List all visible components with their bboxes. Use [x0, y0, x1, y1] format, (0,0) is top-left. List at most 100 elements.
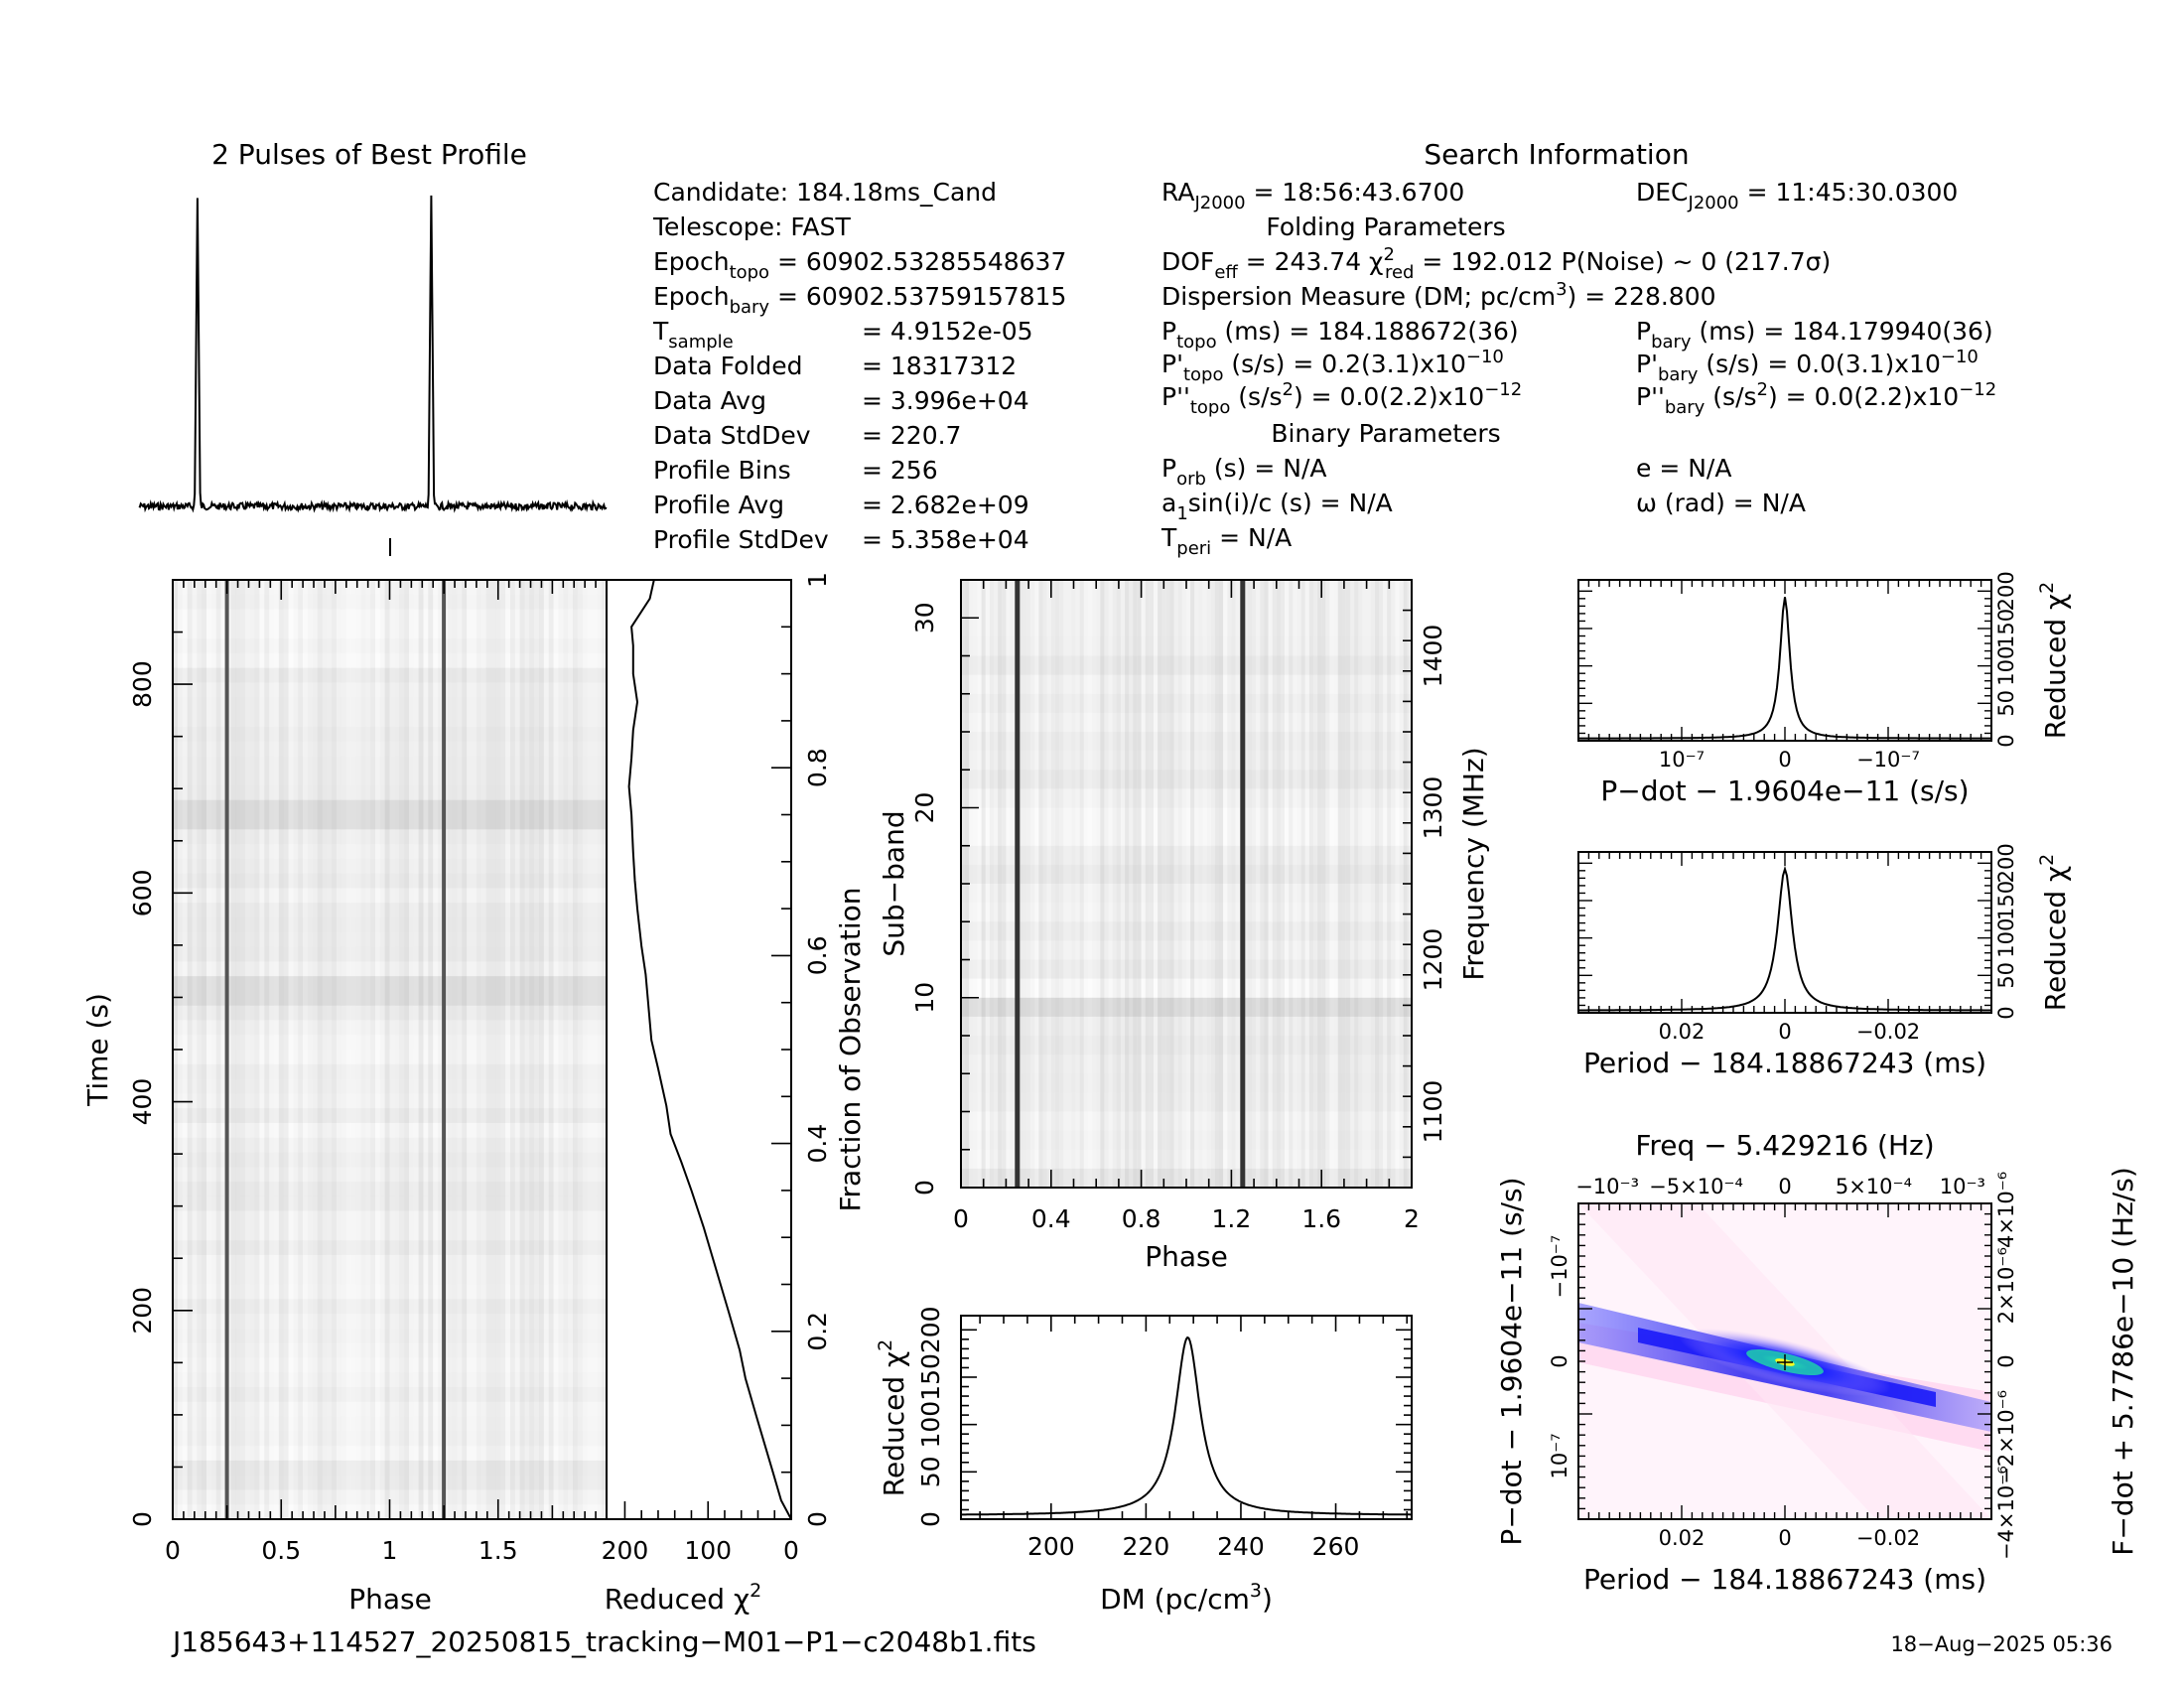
tp-ytick-label: 600	[128, 869, 157, 916]
curve-xtick-label: 0.02	[1659, 1020, 1706, 1044]
curve-ytick-label: 50	[1994, 690, 2018, 717]
period-xlabel: Period − 184.18867243 (ms)	[1583, 1047, 1986, 1079]
curve-ytick-label: 200	[1994, 571, 2018, 611]
info-column-left: Candidate: 184.18ms_Cand Telescope: FAST E…	[652, 178, 1066, 554]
folding-title: Folding Parameters	[1266, 212, 1505, 241]
chi2-time-xlabel: Reduced χ2	[605, 1580, 762, 1616]
dm-curve	[961, 1336, 1412, 1516]
ppdot-panel: Freq − 5.429216 (Hz) 0.02 0 −0.02 −10⁻³ −5×1…	[1495, 1129, 2139, 1596]
ppdot-toptick-label: −10⁻³	[1575, 1175, 1639, 1198]
info-dec: DECJ2000 = 11:45:30.0300	[1636, 178, 1958, 213]
time-phase-panel: 0 0.5 1 1.5 0 200 400 600 800 Phase Time (s)	[81, 579, 608, 1616]
curve-ytick-label: 50	[1994, 962, 2018, 989]
info-line: Candidate: 184.18ms_Cand	[653, 178, 997, 207]
pulse-track	[1015, 580, 1021, 1188]
curve-ytick-label: 200	[1994, 843, 2018, 883]
pdot-xlabel: P−dot − 1.9604e−11 (s/s)	[1600, 774, 1969, 807]
subband-xlabel: Phase	[1145, 1240, 1228, 1273]
profile-panel: 2 Pulses of Best Profile	[138, 138, 608, 556]
chi2-time-ytick-label: 0.2	[803, 1312, 832, 1351]
tp-xtick-label: 0	[165, 1536, 181, 1565]
info-line: Epochtopo = 60902.53285548637	[653, 247, 1066, 283]
dm-xtick-label: 240	[1217, 1532, 1265, 1561]
ppdot-toptick-label: 10⁻³	[1940, 1175, 1985, 1198]
sb-xtick-label: 0	[953, 1204, 969, 1233]
sb-freq-label: 1400	[1419, 625, 1447, 688]
footer-filename: J185643+114527_20250815_tracking−M01−P1−…	[171, 1625, 1036, 1658]
sb-ytick-label: 0	[910, 1180, 939, 1196]
chi2-time-ylabel: Fraction of Observation	[834, 887, 867, 1211]
dm-xtick-label: 220	[1123, 1532, 1170, 1561]
subband-y2label: Frequency (MHz)	[1457, 747, 1490, 980]
time-phase-ticks: 0 0.5 1 1.5 0 200 400 600 800	[128, 579, 608, 1565]
curve-xtick-label: 0	[1778, 1020, 1791, 1044]
info-porb: Porb (s) = N/A	[1161, 454, 1326, 490]
sb-xtick-label: 1.2	[1212, 1204, 1252, 1233]
ppdot-title: Freq − 5.429216 (Hz)	[1635, 1129, 1934, 1162]
chi2-time-ytick-label: 1	[803, 572, 832, 588]
dm-ytick-label: 150	[916, 1353, 945, 1401]
sb-freq-label: 1100	[1419, 1080, 1447, 1144]
ppdot-ticks: 0.02 0 −0.02 −10⁻³ −5×10⁻⁴ 0 5×10⁻⁴ 10⁻³ 10⁻⁷ 0 −1…	[1548, 1172, 2018, 1560]
curve-ytick-label: 150	[1994, 609, 2018, 648]
sb-freq-label: 1300	[1419, 776, 1447, 840]
curve-xtick-label: −0.02	[1856, 1020, 1920, 1044]
ppdot-toptick-label: −5×10⁻⁴	[1649, 1175, 1743, 1198]
tp-xtick-label: 1	[382, 1536, 398, 1565]
sb-xtick-label: 0.4	[1031, 1204, 1071, 1233]
curve-ytick-label: 0	[1994, 1006, 2018, 1019]
pulse-track	[442, 580, 447, 1519]
info-dof: DOFeff = 243.74 χ2 red = 192.012 P(Noise)…	[1161, 244, 1831, 283]
info-line: Data StdDev = 220.7	[653, 421, 961, 450]
subband-rows	[961, 580, 1412, 1189]
sb-ytick-label: 30	[910, 602, 939, 633]
info-ecc: e = N/A	[1636, 454, 1731, 483]
curve-xtick-label: 10⁻⁷	[1659, 748, 1705, 772]
pulse-track	[224, 580, 229, 1519]
ppdot-image	[1578, 1203, 1991, 1519]
curve-ytick-label: 100	[1994, 646, 2018, 686]
pdot-ylabel: Reduced χ2	[2036, 582, 2072, 740]
info-line: Data Avg = 3.996e+04	[653, 386, 1029, 415]
info-ra: RAJ2000 = 18:56:43.6700	[1161, 178, 1464, 213]
curve-ytick-label: 100	[1994, 918, 2018, 958]
dm-xlabel: DM (pc/cm3)	[1100, 1580, 1273, 1616]
time-phase-ylabel: Time (s)	[81, 993, 114, 1107]
ppdot-y2tick-label: 0	[1994, 1354, 2018, 1367]
time-phase-rows	[173, 580, 607, 1520]
info-block: Search Information Candidate: 184.18ms_C…	[652, 138, 1996, 559]
chi2-time-ytick-label: 0.4	[803, 1124, 832, 1164]
ppdot-toptick-label: 5×10⁻⁴	[1836, 1175, 1912, 1198]
chi2-time-curve	[627, 579, 792, 1520]
info-asini: a1sin(i)/c (s) = N/A	[1161, 489, 1393, 524]
sb-ytick-label: 10	[910, 982, 939, 1014]
tp-xtick-label: 0.5	[261, 1536, 301, 1565]
search-info-title: Search Information	[1424, 138, 1689, 171]
dm-xtick-label: 200	[1027, 1532, 1075, 1561]
curve-ytick-label: 0	[1994, 734, 2018, 747]
info-omega: ω (rad) = N/A	[1636, 489, 1806, 517]
chi2-time-ticks: 200 100 00 0.2 0.4 0.6 0.8 1	[602, 572, 832, 1565]
tp-ytick-label: 0	[128, 1511, 157, 1527]
footer-date: 18−Aug−2025 05:36	[1890, 1632, 2113, 1656]
binary-title: Binary Parameters	[1271, 419, 1500, 448]
info-line: Profile Bins = 256	[653, 456, 938, 485]
tp-ytick-label: 400	[128, 1078, 157, 1126]
ppdot-xtick-label: 0.02	[1659, 1526, 1706, 1550]
info-tperi: Tperi = N/A	[1160, 523, 1292, 559]
info-line: Telescope: FAST	[652, 212, 851, 241]
ppdot-y2tick-label: −2×10⁻⁶	[1994, 1390, 2018, 1484]
ppdot-ytick-label: −10⁻⁷	[1548, 1235, 1571, 1299]
pulse-track	[1240, 580, 1246, 1188]
dm-ytick-label: 200	[916, 1306, 945, 1353]
dm-ytick-label: 100	[916, 1401, 945, 1449]
period-curve	[1578, 865, 1991, 1012]
